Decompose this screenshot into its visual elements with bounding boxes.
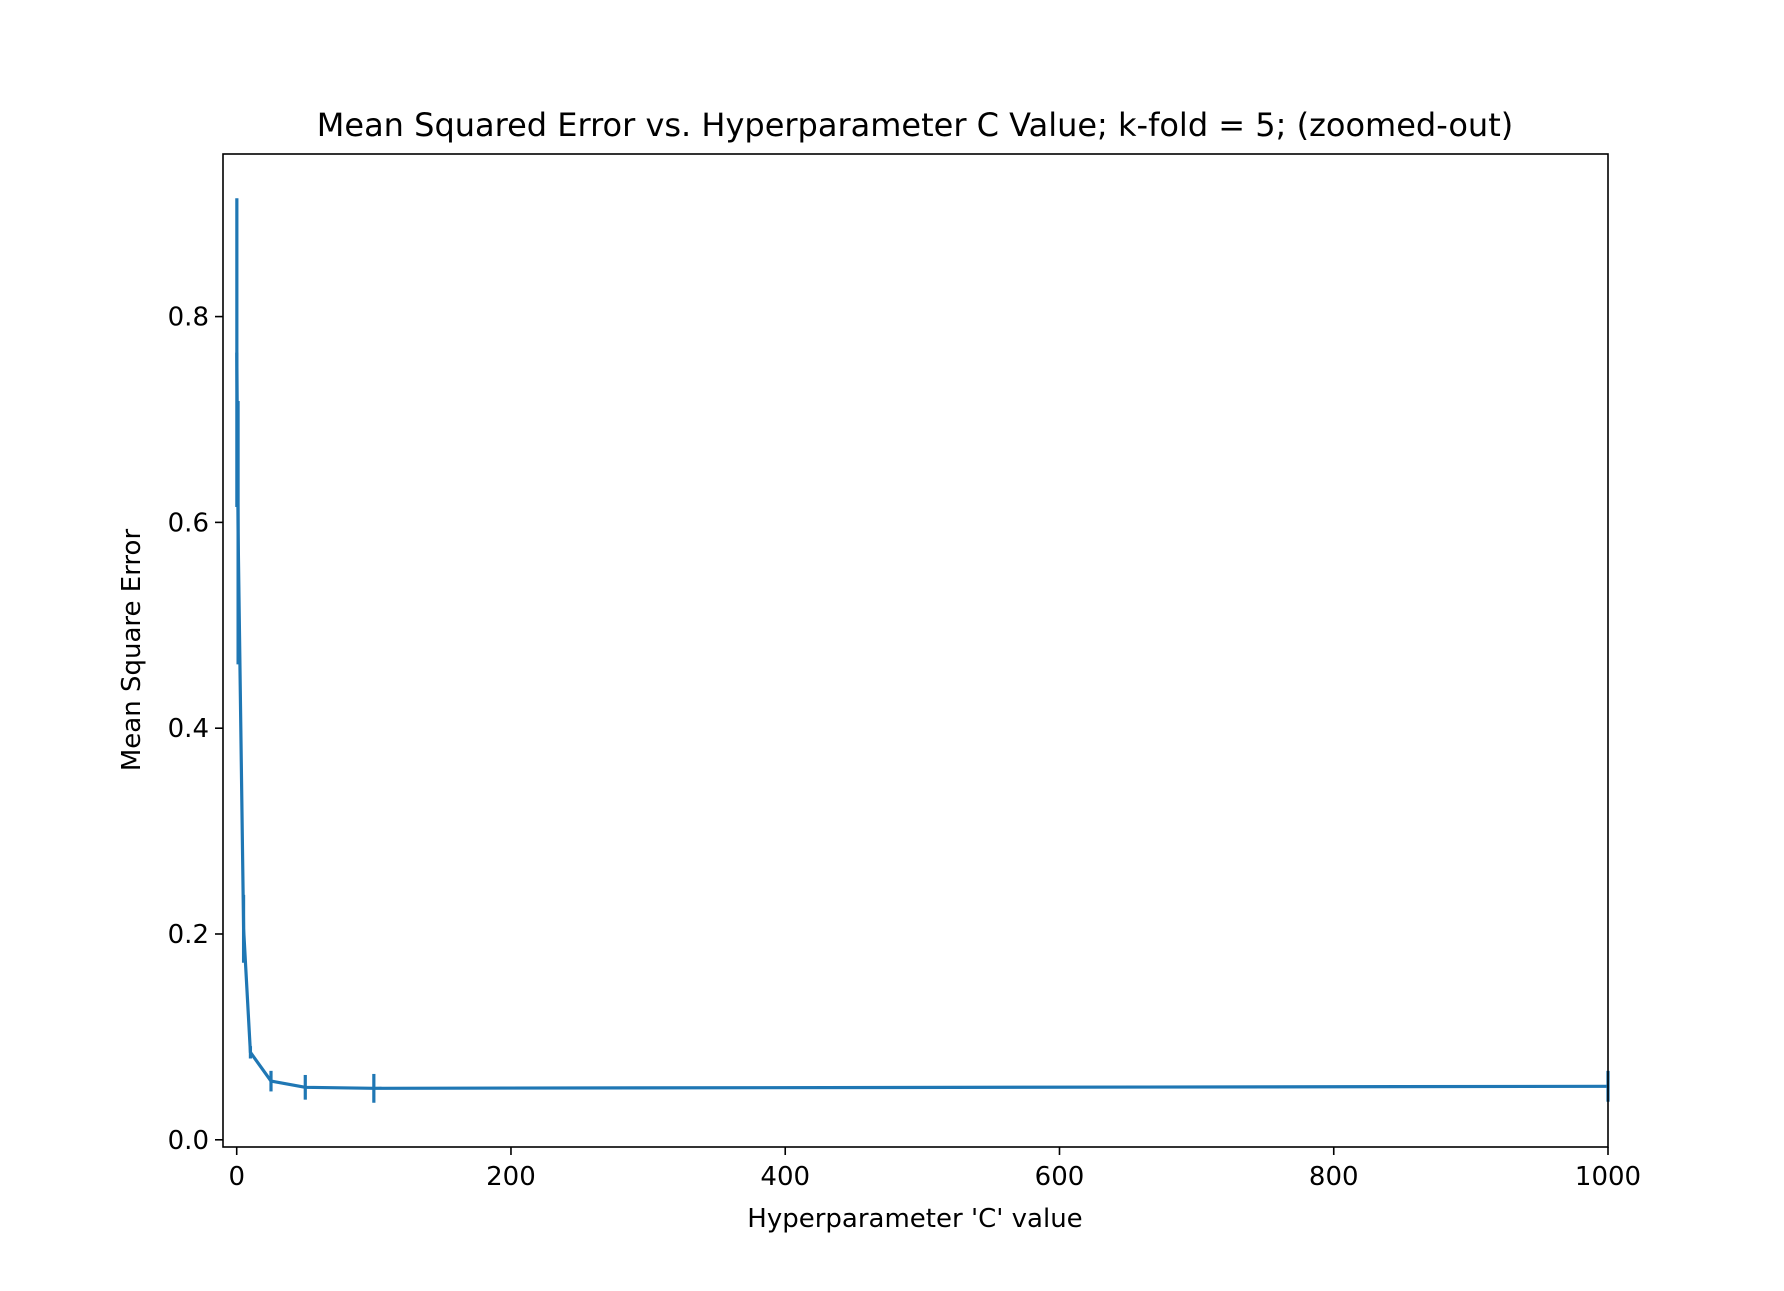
plot-frame bbox=[222, 153, 1609, 1148]
chart-title: Mean Squared Error vs. Hyperparameter C … bbox=[317, 106, 1513, 144]
series-layer bbox=[235, 198, 1610, 1103]
y-axis-label: Mean Square Error bbox=[117, 529, 147, 772]
x-tick-label: 1000 bbox=[1575, 1162, 1641, 1192]
x-tick-label: 400 bbox=[760, 1162, 810, 1192]
x-tick-label: 200 bbox=[486, 1162, 536, 1192]
tick-layer: 0 200 400 600 800 1000 0.0 0.2 0.4 0.6 0.8 bbox=[168, 303, 1641, 1192]
y-tick-label: 0.8 bbox=[168, 303, 209, 333]
y-tick-label: 0.6 bbox=[168, 508, 209, 538]
y-tick-label: 0.4 bbox=[168, 714, 209, 744]
x-tick-label: 600 bbox=[1035, 1162, 1085, 1192]
x-tick-label: 800 bbox=[1309, 1162, 1359, 1192]
y-tick-label: 0.2 bbox=[168, 920, 209, 950]
y-tick-label: 0.0 bbox=[168, 1126, 209, 1156]
x-axis-label: Hyperparameter 'C' value bbox=[747, 1204, 1082, 1234]
x-tick-label: 0 bbox=[228, 1162, 245, 1192]
